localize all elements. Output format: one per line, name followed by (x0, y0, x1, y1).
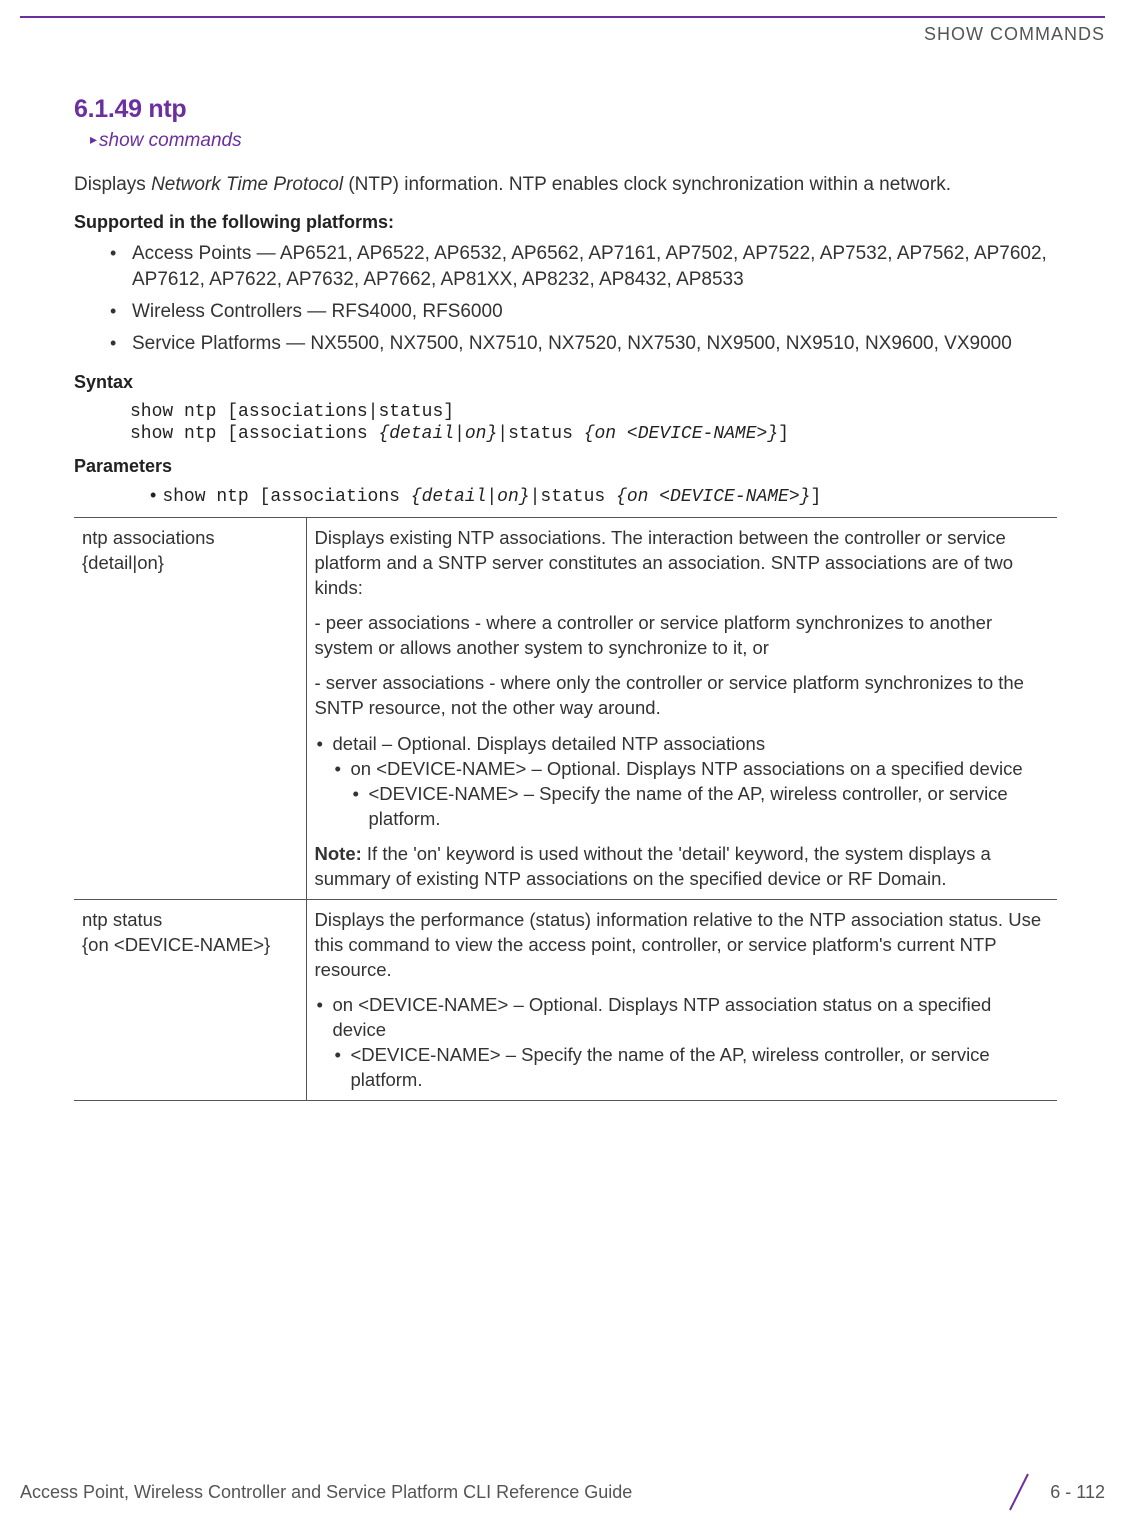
platforms-list: Access Points — AP6521, AP6522, AP6532, … (74, 241, 1057, 358)
syntax-line1: show ntp [associations|status] (130, 402, 454, 422)
lead-paragraph: Displays Network Time Protocol (NTP) inf… (74, 172, 1057, 198)
param-name-cell: ntp status {on <DEVICE-NAME>} (74, 899, 306, 1100)
param-name-1: ntp status (82, 907, 296, 932)
section-title: 6.1.49 ntp (74, 95, 1057, 124)
supported-heading: Supported in the following platforms: (74, 212, 1057, 233)
lead-post: (NTP) information. NTP enables clock syn… (343, 174, 951, 195)
lead-em: Network Time Protocol (151, 174, 343, 195)
page: SHOW COMMANDS 6.1.49 ntp ▸show commands … (0, 16, 1125, 1534)
param-name-2: {detail|on} (82, 550, 296, 575)
breadcrumb-text: show commands (99, 130, 242, 151)
desc-block: Displays the performance (status) inform… (315, 907, 1048, 982)
table-row: ntp status {on <DEVICE-NAME>} Displays t… (74, 899, 1057, 1100)
bullet-level-2: <DEVICE-NAME> – Specify the name of the … (315, 1042, 1048, 1092)
page-number: 6 - 112 (1050, 1482, 1105, 1503)
breadcrumb-link[interactable]: ▸show commands (90, 130, 1057, 152)
pi-d: {on <DEVICE-NAME>} (616, 487, 810, 507)
desc-block: detail – Optional. Displays detailed NTP… (315, 731, 1048, 832)
note-text: If the 'on' keyword is used without the … (315, 843, 991, 889)
parameters-heading: Parameters (74, 456, 1057, 477)
footer-right: 6 - 112 (994, 1472, 1105, 1512)
syntax-line2b: {detail|on} (378, 424, 497, 444)
syntax-line2a: show ntp [associations (130, 424, 378, 444)
syntax-line2e: ] (778, 424, 789, 444)
list-item: Wireless Controllers — RFS4000, RFS6000 (74, 299, 1057, 325)
bullet-level-2: on <DEVICE-NAME> – Optional. Displays NT… (315, 756, 1048, 781)
parameters-table: ntp associations {detail|on} Displays ex… (74, 517, 1057, 1101)
syntax-block: show ntp [associations|status] show ntp … (130, 401, 1057, 446)
desc-block: - peer associations - where a controller… (315, 610, 1048, 660)
content-area: 6.1.49 ntp ▸show commands Displays Netwo… (0, 45, 1125, 1101)
header-section: SHOW COMMANDS (20, 18, 1105, 45)
desc-block: Displays existing NTP associations. The … (315, 525, 1048, 600)
pi-a: show ntp [associations (162, 487, 410, 507)
desc-block: - server associations - where only the c… (315, 670, 1048, 720)
lead-pre: Displays (74, 174, 151, 195)
syntax-heading: Syntax (74, 372, 1057, 393)
slash-icon (1002, 1472, 1036, 1512)
desc-block: on <DEVICE-NAME> – Optional. Displays NT… (315, 992, 1048, 1093)
bullet-level-3: <DEVICE-NAME> – Specify the name of the … (315, 781, 1048, 831)
pi-e: ] (810, 487, 821, 507)
footer: Access Point, Wireless Controller and Se… (20, 1472, 1105, 1512)
table-row: ntp associations {detail|on} Displays ex… (74, 517, 1057, 899)
param-name-cell: ntp associations {detail|on} (74, 517, 306, 899)
pi-c: |status (530, 487, 616, 507)
param-desc-cell: Displays the performance (status) inform… (306, 899, 1057, 1100)
bullet-level-1: on <DEVICE-NAME> – Optional. Displays NT… (315, 992, 1048, 1042)
pi-b: {detail|on} (411, 487, 530, 507)
param-name-2: {on <DEVICE-NAME>} (82, 932, 296, 957)
syntax-line2d: {on <DEVICE-NAME>} (584, 424, 778, 444)
footer-title: Access Point, Wireless Controller and Se… (20, 1482, 632, 1503)
bullet-icon: • (150, 485, 156, 505)
top-rule: SHOW COMMANDS (20, 16, 1105, 45)
note-block: Note: If the 'on' keyword is used withou… (315, 841, 1048, 891)
syntax-line2c: |status (497, 424, 583, 444)
param-intro: • show ntp [associations {detail|on}|stat… (150, 485, 1057, 507)
param-name-1: ntp associations (82, 525, 296, 550)
list-item: Service Platforms — NX5500, NX7500, NX75… (74, 331, 1057, 357)
param-desc-cell: Displays existing NTP associations. The … (306, 517, 1057, 899)
note-label: Note: (315, 843, 362, 864)
list-item: Access Points — AP6521, AP6522, AP6532, … (74, 241, 1057, 293)
arrow-icon: ▸ (90, 131, 97, 148)
bullet-level-1: detail – Optional. Displays detailed NTP… (315, 731, 1048, 756)
